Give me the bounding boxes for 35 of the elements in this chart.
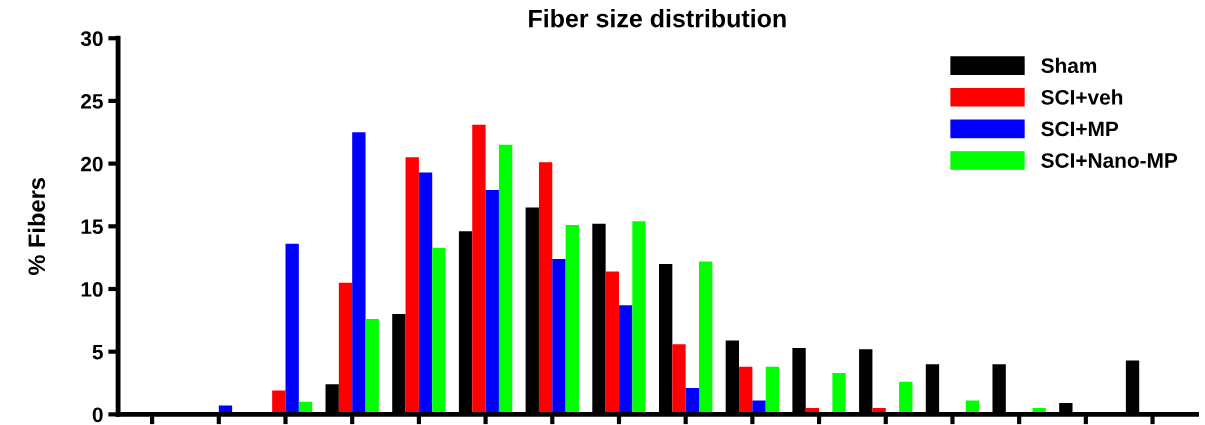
bar [899, 381, 913, 415]
bar [565, 225, 579, 415]
bar [605, 271, 619, 415]
bar [699, 261, 713, 415]
bar [365, 319, 379, 415]
bar [672, 344, 686, 415]
chart-title: Fiber size distribution [529, 9, 786, 28]
y-tick-label: 5 [92, 344, 103, 360]
y-axis-title: % Fibers [27, 178, 46, 275]
legend-label: SCI+MP [1041, 121, 1119, 137]
bar [285, 243, 299, 415]
y-tick-label: 30 [80, 31, 103, 47]
bar [632, 221, 646, 415]
bar [418, 172, 433, 415]
bar [485, 189, 499, 415]
bar [405, 157, 419, 415]
legend-label: SCI+veh [1041, 89, 1123, 105]
y-tick-label: 15 [81, 219, 103, 235]
bar [338, 282, 353, 415]
legend-label: SCI+Nano-MP [1041, 153, 1178, 168]
legend-label: Sham [1041, 57, 1097, 74]
bar [832, 373, 846, 415]
bar [765, 366, 780, 415]
bar [538, 162, 553, 415]
y-tick-label: 0 [92, 407, 103, 423]
bar [352, 132, 366, 415]
bar [432, 247, 446, 415]
y-tick-label: 20 [81, 156, 103, 172]
bar [498, 144, 513, 415]
bar [618, 305, 633, 415]
y-tick-label: 25 [81, 93, 103, 109]
bar [552, 258, 566, 415]
bar [739, 366, 753, 415]
y-tick-label: 10 [81, 282, 103, 297]
bar [472, 124, 486, 415]
